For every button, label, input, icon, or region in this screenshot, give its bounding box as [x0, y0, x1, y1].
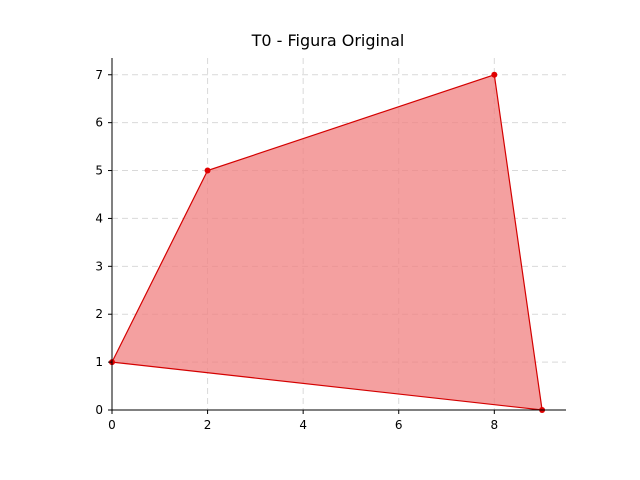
axes — [108, 58, 566, 414]
y-tick-label: 5 — [95, 164, 103, 178]
polygon-shape — [111, 73, 543, 411]
y-tick-label: 0 — [95, 403, 103, 417]
y-tick-label: 3 — [95, 259, 103, 273]
x-tick-label: 2 — [204, 418, 212, 432]
polygon-layer — [109, 71, 546, 413]
x-tick-label: 0 — [108, 418, 116, 432]
tick-labels: 0 2 4 6 8 0 1 2 3 4 5 6 7 — [95, 68, 498, 432]
y-tick-label: 6 — [95, 116, 103, 130]
y-tick-label: 1 — [95, 355, 103, 369]
x-tick-label: 6 — [395, 418, 403, 432]
x-tick-label: 8 — [490, 418, 498, 432]
y-tick-label: 4 — [95, 211, 103, 225]
chart-title: T0 - Figura Original — [251, 31, 405, 50]
vertex-point-1 — [204, 167, 211, 174]
y-tick-label: 7 — [95, 68, 103, 82]
x-tick-label: 4 — [299, 418, 307, 432]
y-tick-label: 2 — [95, 307, 103, 321]
vertex-point-2 — [491, 71, 498, 78]
